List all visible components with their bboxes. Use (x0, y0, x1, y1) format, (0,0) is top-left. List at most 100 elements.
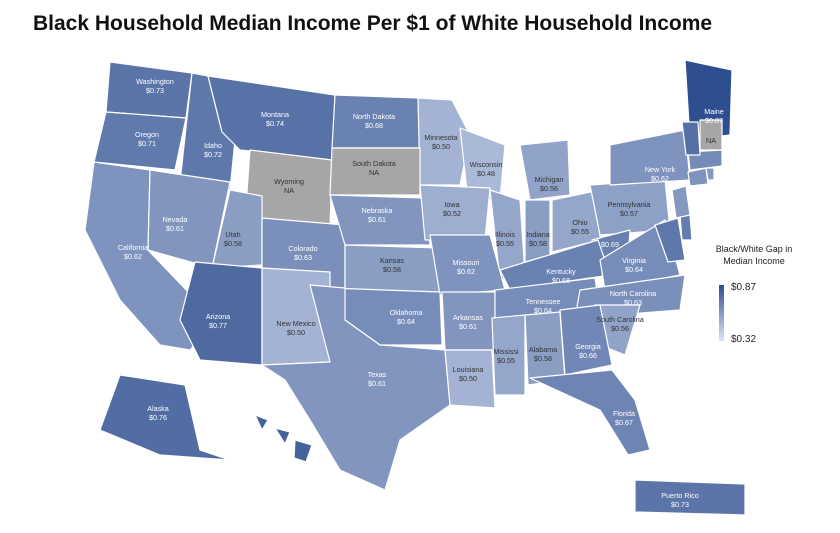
state-value: $0.55 (496, 239, 514, 248)
state-name: North Carolina (610, 289, 656, 298)
state-label-nd: North Dakota $0.68 (353, 112, 395, 130)
state-name: Minnesota (424, 133, 457, 142)
state-name: Alaska (147, 404, 169, 413)
state-fl (529, 369, 651, 456)
state-name: New York (645, 165, 676, 174)
state-name: South Carolina (596, 315, 644, 324)
state-name: South Dakota (352, 159, 396, 168)
state-name: Iowa (444, 200, 459, 209)
state-az (179, 261, 263, 366)
state-tx (261, 284, 451, 491)
state-label-ne: Nebraska $0.61 (362, 206, 393, 224)
state-label-tn: Tennessee $0.64 (526, 297, 561, 315)
state-label-ak: Alaska $0.76 (147, 404, 169, 422)
state-name: Idaho (204, 141, 222, 150)
state-name: Kansas (380, 256, 404, 265)
state-name: Wyoming (274, 177, 304, 186)
state-label-nv: Nevada $0.61 (163, 215, 188, 233)
state-label-me: Maine $0.87 (704, 107, 724, 125)
state-ga (559, 304, 613, 376)
state-label-wy: Wyoming NA (274, 177, 304, 195)
state-label-in: Indiana $0.58 (526, 230, 550, 248)
state-label-tx: Texas $0.61 (368, 370, 387, 388)
state-value: $0.58 (534, 354, 552, 363)
state-label-sd: South Dakota NA (352, 159, 396, 177)
state-label-ia: Iowa $0.52 (443, 200, 461, 218)
state-or (93, 111, 187, 171)
state-value: $0.64 (397, 317, 415, 326)
state-value: $0.55 (571, 227, 589, 236)
state-vt (681, 121, 701, 156)
state-value: $0.55 (497, 356, 515, 365)
state-label-wi: Wisconsin $0.48 (470, 160, 503, 178)
state-value: $0.50 (459, 374, 477, 383)
state-name: Indiana (526, 230, 550, 239)
state-ct (687, 167, 709, 187)
state-value: $0.57 (620, 209, 638, 218)
state-name: Maine (704, 107, 724, 116)
state-value: NA (284, 186, 294, 195)
state-mi (519, 139, 571, 201)
state-value: $0.72 (204, 150, 222, 159)
state-name: Missouri (453, 258, 480, 267)
state-value: $0.87 (705, 116, 723, 125)
state-label-mi: Michigan $0.56 (535, 175, 564, 193)
state-label-mt: Montana $0.74 (261, 110, 289, 128)
state-name: Virginia (622, 256, 646, 265)
state-ak (99, 374, 231, 461)
state-label-sc: South Carolina $0.56 (596, 315, 644, 333)
state-label-oh: Ohio $0.55 (571, 218, 589, 236)
state-name: Mississi (493, 347, 519, 356)
state-label-ut: Utah $0.58 (224, 230, 242, 248)
state-value: $0.68 (365, 121, 383, 130)
state-label-il: Illinois $0.55 (495, 230, 515, 248)
state-hi (254, 414, 313, 463)
state-label-or: Oregon $0.71 (135, 130, 159, 148)
state-name: Oklahoma (390, 308, 423, 317)
state-value: $0.56 (540, 184, 558, 193)
state-label-ar: Arkansas $0.61 (453, 313, 483, 331)
state-pr (634, 479, 746, 516)
state-label-wv: $0.69 (601, 240, 619, 249)
state-name: Nebraska (362, 206, 393, 215)
state-name: Colorado (288, 244, 317, 253)
legend-max-label: $0.87 (731, 282, 757, 293)
state-name: California (118, 243, 148, 252)
state-value: $0.66 (579, 351, 597, 360)
state-ms (491, 314, 526, 396)
state-value: $0.74 (266, 119, 284, 128)
state-value: $0.64 (534, 306, 552, 315)
state-ne (329, 194, 431, 246)
state-ny (609, 129, 691, 186)
state-label-pa: Pennsylvania $0.57 (608, 200, 651, 218)
state-value: $0.76 (149, 413, 167, 422)
legend-title: Black/White Gap in Median Income (715, 244, 793, 266)
state-name: Illinois (495, 230, 515, 239)
state-value: $0.64 (625, 265, 643, 274)
state-value: $0.71 (138, 139, 156, 148)
state-label-ks: Kansas $0.58 (380, 256, 404, 274)
state-label-ms: Mississi $0.55 (493, 347, 519, 365)
state-name: Arizona (206, 312, 230, 321)
state-de (679, 214, 693, 241)
state-name: Montana (261, 110, 289, 119)
state-name: Ohio (572, 218, 587, 227)
state-value: $0.68 (552, 276, 570, 285)
state-value: $0.73 (671, 500, 689, 509)
state-name: Oregon (135, 130, 159, 139)
state-value: $0.62 (457, 267, 475, 276)
state-name: Washington (136, 77, 174, 86)
state-value: $0.67 (615, 418, 633, 427)
state-name: Utah (225, 230, 240, 239)
state-label-la: Louisiana $0.50 (453, 365, 484, 383)
state-label-va: Virginia $0.64 (622, 256, 646, 274)
state-value: $0.58 (383, 265, 401, 274)
state-value: $0.63 (624, 298, 642, 307)
state-label-ok: Oklahoma $0.64 (390, 308, 423, 326)
state-name: Michigan (535, 175, 564, 184)
state-label-mn: Minnesota $0.50 (424, 133, 457, 151)
map-title: Black Household Median Income Per $1 of … (33, 12, 713, 35)
state-name: New Mexico (276, 319, 315, 328)
state-name: Wisconsin (470, 160, 503, 169)
